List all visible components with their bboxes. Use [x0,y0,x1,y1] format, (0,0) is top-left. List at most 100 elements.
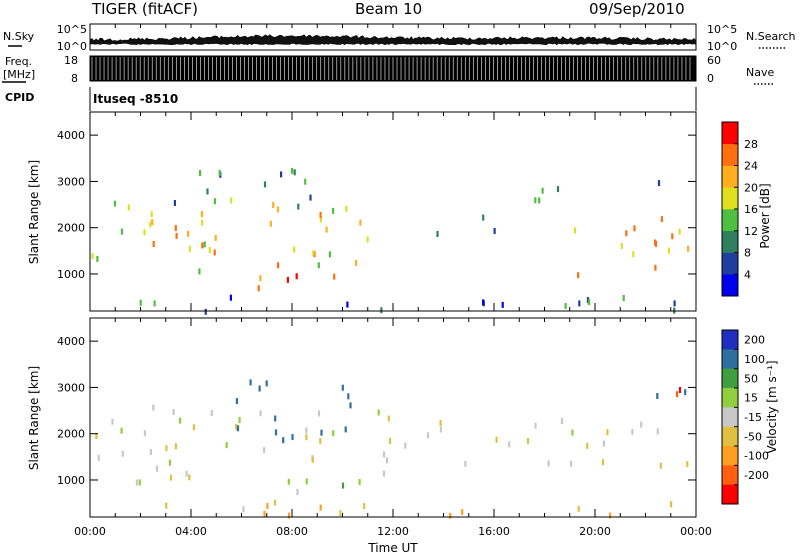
power-cell [175,232,178,239]
velocity-cell [305,434,308,441]
velocity-colorbar-swatch [722,368,738,389]
velocity-cell [606,429,609,436]
power-cell [319,212,322,218]
velocity-cell [138,479,141,486]
velocity-cell [659,462,662,469]
velocity-cells [95,379,689,519]
power-cell [276,206,280,213]
velocity-cell [305,427,308,434]
velocity-cell [165,502,168,509]
power-cell [173,200,176,206]
power-cell [257,285,260,292]
power-cell [355,260,358,266]
velocity-cell [656,428,659,435]
velocity-cell [165,445,168,452]
velocity-cell [675,391,679,398]
time-tick-label: 08:00 [276,525,308,538]
velocity-cell [174,443,177,450]
power-cell [269,220,272,227]
power-cell [482,299,485,306]
power-colorbar-tick-label: 28 [744,138,758,151]
power-cell [151,219,154,226]
power-cell [152,241,155,247]
power-cell [206,188,209,195]
velocity-cell [152,404,155,411]
power-colorbar-tick-label: 8 [744,247,751,260]
power-cell [230,197,233,204]
cpid-label: CPID [5,91,34,104]
velocity-cell [344,426,347,433]
velocity-cell [439,419,442,426]
velocity-colorbar-tick-label: -50 [744,430,762,443]
velocity-cell [319,438,322,444]
velocity-colorbar-tick-label: 15 [744,392,758,405]
power-cell [286,276,289,283]
velocity-cell [238,417,241,424]
velocity-cell [349,402,352,409]
velocity-cell [236,425,240,432]
power-cell [127,204,130,211]
velocity-cell [135,479,138,486]
velocity-ytick-label: 2000 [57,428,85,441]
velocity-cell [339,510,342,517]
power-cell [199,170,202,176]
power-cell [213,198,216,205]
velocity-cell [155,465,159,472]
velocity-cell [263,447,266,454]
power-cell [573,227,577,234]
power-colorbar-tick-label: 12 [744,225,758,238]
power-cell [91,253,94,260]
power-colorbar-swatch [722,274,738,297]
velocity-cell [242,506,245,513]
velocity-colorbar-tick-label: 100 [744,353,765,366]
power-cell [673,300,676,307]
nave-label: Nave [746,66,774,79]
power-colorbar-tick-label: 20 [744,181,758,194]
power-cell [380,307,383,314]
velocity-cell [266,502,269,509]
velocity-cell [684,389,687,396]
power-colorbar-label: Power [dB] [758,183,772,248]
velocity-cell [341,482,345,489]
velocity-cell [526,438,530,444]
station-title: TIGER (fitACF) [91,0,198,18]
power-cell [622,295,625,301]
power-cell [200,211,203,218]
velocity-cell [495,436,498,443]
velocity-colorbar-tick-label: 200 [744,334,765,347]
power-cell [588,299,591,305]
velocity-colorbar-tick-label: 50 [744,372,758,385]
velocity-cell [172,408,175,415]
velocity-cell [185,470,188,477]
power-cell [263,181,267,188]
velocity-cell [265,380,268,387]
velocity-cell [235,423,238,430]
power-cell [654,264,657,271]
time-tick-label: 12:00 [377,525,409,538]
power-cell [620,243,623,250]
power-cell [328,251,331,258]
power-cell [293,246,296,253]
velocity-colorbar: 200 100 50 15 -15 -50 -100 -200 [721,329,769,505]
time-tick-label: 00:00 [74,525,106,538]
velocity-cell [601,459,605,466]
power-ytick-label: 2000 [57,222,85,235]
velocity-cell [121,450,124,457]
power-cell [295,273,298,280]
nsearch-label: N.Search [746,30,796,43]
power-ytick-label: 1000 [57,268,85,281]
power-cell [120,228,123,235]
time-tick-label: 04:00 [175,525,207,538]
freq-tick-top: 18 [64,54,78,67]
power-cell [633,225,636,232]
nsky-tick-top: 10^5 [57,23,87,36]
velocity-cell [341,384,344,391]
velocity-cell [547,460,550,467]
power-colorbar-tick-label: 4 [744,268,751,281]
velocity-cell [149,449,152,455]
velocity-cell [449,512,452,519]
velocity-cell [258,385,261,392]
velocity-cell [305,478,308,485]
velocity-cell [439,426,442,433]
